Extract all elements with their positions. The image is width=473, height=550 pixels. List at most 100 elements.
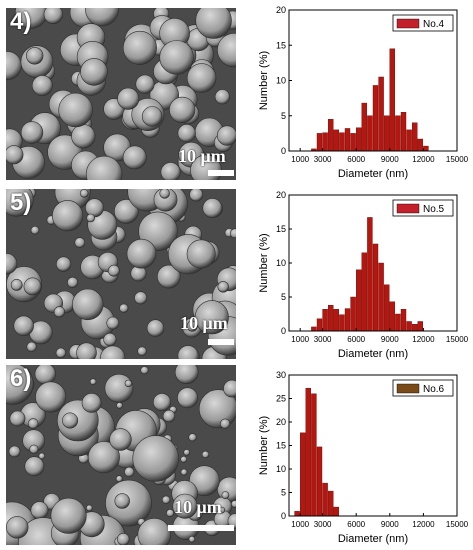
x-tick-label: 6000	[347, 520, 365, 529]
particle	[188, 535, 196, 543]
particle	[174, 365, 199, 384]
particle	[195, 8, 232, 39]
particle	[194, 300, 229, 335]
particle	[6, 145, 24, 165]
x-axis-label: Diameter (nm)	[338, 533, 408, 545]
histogram-bar	[305, 387, 311, 517]
x-axis-label: Diameter (nm)	[338, 348, 408, 360]
particle	[220, 418, 231, 429]
particle	[104, 373, 134, 403]
particle	[177, 387, 198, 409]
particle	[117, 87, 140, 110]
histogram-bar	[311, 326, 317, 332]
histogram-bar	[367, 217, 373, 332]
histogram-bar	[350, 296, 356, 332]
scale-label-6: 10 μm	[174, 497, 222, 517]
particle	[153, 393, 172, 412]
histogram-bar	[361, 102, 368, 152]
y-tick-label: 10	[276, 464, 286, 474]
histogram-bar	[423, 145, 429, 152]
histogram-bar	[327, 119, 334, 152]
particle-field-6	[6, 365, 236, 545]
x-tick-label: 9000	[381, 520, 399, 529]
y-tick-label: 0	[281, 146, 286, 156]
histogram-bar	[400, 309, 407, 332]
histogram-bar	[300, 432, 306, 517]
histogram-bar	[383, 284, 390, 332]
particle	[132, 435, 179, 482]
particle	[43, 8, 63, 24]
histogram-bar	[344, 308, 351, 332]
histogram-bar	[383, 115, 390, 152]
y-axis-label: Number (%)	[258, 51, 270, 110]
particle	[189, 465, 220, 496]
histogram-bar	[339, 314, 345, 332]
y-tick-label: 20	[276, 5, 286, 15]
particle	[217, 125, 236, 146]
y-axis-label: Number (%)	[258, 416, 270, 475]
histogram-bar	[316, 318, 323, 332]
particle	[74, 237, 86, 248]
sem-image-6: 6) 10 μm	[6, 365, 236, 545]
particle	[108, 264, 120, 277]
particle	[135, 74, 155, 94]
x-tick-label: 1000	[291, 520, 309, 529]
x-tick-label: 12000	[412, 335, 435, 344]
particle	[89, 378, 97, 386]
particle	[100, 345, 126, 359]
histogram-bar	[322, 132, 328, 152]
particle	[159, 40, 194, 75]
particle	[221, 491, 230, 500]
histogram-bar	[327, 490, 334, 517]
particle	[217, 281, 229, 293]
particle	[162, 409, 176, 423]
y-tick-label: 10	[276, 258, 286, 268]
x-tick-label: 3000	[314, 335, 332, 344]
particle	[186, 239, 216, 269]
scale-bar-5	[208, 339, 234, 345]
panel-6: 6) 10 μm 0 5 10 15 20 25 30 1000 3000 6000 9000 120…	[0, 365, 473, 550]
particle	[180, 468, 188, 476]
particle-field-5	[6, 189, 236, 359]
histogram-bar	[350, 133, 356, 152]
particle	[126, 238, 157, 269]
particle	[159, 189, 170, 199]
particle	[8, 445, 21, 458]
particle	[9, 410, 26, 427]
particle	[24, 456, 45, 477]
particle	[119, 303, 129, 313]
particle	[6, 365, 34, 405]
particle	[38, 452, 46, 460]
particle	[6, 253, 18, 275]
legend-swatch	[396, 383, 420, 394]
particle	[202, 198, 223, 219]
histogram-5: 0 5 10 15 20 1000 3000 6000 9000 12000 15000 Diamet…	[245, 185, 473, 365]
legend-swatch	[396, 18, 420, 29]
particle	[177, 345, 199, 359]
y-tick-label: 0	[281, 326, 286, 336]
particle	[31, 75, 53, 96]
particle	[137, 518, 172, 545]
scale-bar-4	[208, 170, 234, 176]
x-tick-label: 3000	[314, 520, 332, 529]
particle	[124, 466, 135, 477]
histogram-bar	[344, 128, 351, 152]
particle	[183, 449, 190, 456]
y-tick-label: 20	[276, 190, 286, 200]
histogram-bar	[395, 115, 401, 152]
x-tick-label: 9000	[381, 335, 399, 344]
histogram-bar	[406, 321, 412, 332]
particle	[55, 347, 67, 359]
x-tick-label: 15000	[446, 155, 469, 164]
x-axis-label: Diameter (nm)	[338, 168, 408, 180]
histogram-bar	[372, 243, 379, 332]
particle	[27, 418, 39, 429]
particle	[109, 428, 132, 451]
panel-label-4: 4)	[10, 8, 32, 35]
particle	[103, 332, 117, 347]
particle	[122, 30, 157, 65]
particle	[20, 121, 44, 144]
histogram-bar	[355, 127, 362, 152]
y-tick-label: 30	[276, 370, 286, 380]
histogram-bar	[406, 129, 412, 152]
